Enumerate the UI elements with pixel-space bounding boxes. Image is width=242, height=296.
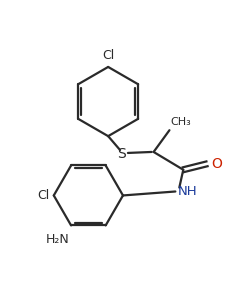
Text: Cl: Cl: [38, 189, 50, 202]
Text: H₂N: H₂N: [45, 233, 69, 246]
Text: NH: NH: [177, 185, 197, 198]
Text: CH₃: CH₃: [170, 117, 191, 127]
Text: O: O: [211, 157, 222, 171]
Text: Cl: Cl: [102, 49, 114, 62]
Text: S: S: [118, 147, 126, 161]
